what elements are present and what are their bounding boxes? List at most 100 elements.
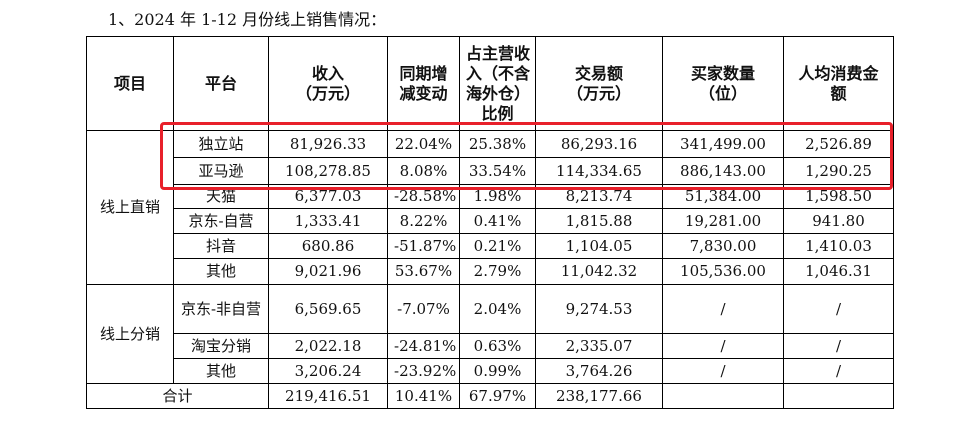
- platform-cell: 独立站: [173, 130, 269, 158]
- value-cell: /: [783, 284, 894, 334]
- value-cell: 2,335.07: [535, 333, 663, 359]
- header-line: 交易额: [574, 63, 623, 83]
- value-cell: 886,143.00: [662, 157, 784, 185]
- header-line: （万元）: [566, 83, 631, 103]
- value-cell: /: [783, 358, 894, 384]
- platform-cell: 京东-非自营: [173, 284, 269, 334]
- platform-cell: 其他: [173, 358, 269, 384]
- value-cell: 2,022.18: [268, 333, 388, 359]
- value-cell: 0.21%: [459, 233, 536, 259]
- data-row: 线上分销 京东-非自营 6,569.65 -7.07% 2.04% 9,274.53//: [86, 284, 894, 384]
- header-cell: 收入 （万元）: [268, 36, 388, 131]
- header-line: 人均消费金: [798, 63, 879, 83]
- value-cell: 108,278.85: [268, 157, 388, 185]
- value-cell: /: [662, 358, 784, 384]
- value-cell: 22.04%: [387, 130, 460, 158]
- sales-table: 项目 平台 收入 （万元） 同期增 减变动 占主营收 入（不含 海外仓） 比例 交易额 （万元） 买家数…: [86, 36, 894, 409]
- header-cell: 占主营收 入（不含 海外仓） 比例: [459, 36, 536, 131]
- header-line: 收入: [311, 63, 344, 83]
- data-row: 线上直销 独立站 81,926.33 22.04% 25.38% 86,293.16 341…: [86, 130, 894, 285]
- header-line: 买家数量: [690, 63, 755, 83]
- value-cell: 1,815.88: [535, 208, 663, 234]
- group-cell: 线上直销: [86, 130, 174, 285]
- value-cell: 680.86: [268, 233, 388, 259]
- header-line: 额: [830, 83, 847, 103]
- value-cell: 1,290.25: [783, 157, 894, 185]
- header-line: 入（不含: [466, 63, 531, 83]
- header-cell: 买家数量 （位）: [662, 36, 784, 131]
- value-cell: 2,526.89: [783, 130, 894, 158]
- platform-cell: 京东-自营: [173, 208, 269, 234]
- data-row: 其他 3,206.24 -23.92% 0.99% 3,764.26//: [87, 358, 894, 384]
- value-cell: 2.04%: [459, 284, 536, 334]
- value-cell: 1,104.05: [535, 233, 663, 259]
- value-cell: 6,569.65: [268, 284, 388, 334]
- value-cell: 1,046.31: [783, 258, 894, 285]
- value-cell: -7.07%: [387, 284, 460, 334]
- platform-cell: 天猫: [173, 184, 269, 209]
- value-cell: -23.92%: [387, 358, 460, 384]
- value-cell: 53.67%: [387, 258, 460, 285]
- header-line: 项目: [113, 73, 146, 93]
- data-row: 淘宝分销 2,022.18 -24.81% 0.63% 2,335.07//: [87, 333, 894, 359]
- platform-cell: 抖音: [173, 233, 269, 259]
- platform-cell: 其他: [173, 258, 269, 285]
- total-row: 合计 219,416.51 10.41% 67.97% 238,177.66: [86, 383, 894, 409]
- caption: 1、2024 年 1-12 月份线上销售情况：: [108, 10, 387, 29]
- header-line: （位）: [698, 83, 747, 103]
- header-cell: 人均消费金额: [783, 36, 894, 131]
- header-cell: 交易额 （万元）: [535, 36, 663, 131]
- value-cell: 11,042.32: [535, 258, 663, 285]
- header-line: 同期增: [399, 63, 448, 83]
- header-line: 海外仓）: [466, 83, 531, 103]
- value-cell: /: [662, 333, 784, 359]
- value-cell: 8.22%: [387, 208, 460, 234]
- value-cell: 219,416.51: [268, 383, 388, 409]
- value-cell: 3,764.26: [535, 358, 663, 384]
- header-cell: 平台: [173, 36, 269, 131]
- value-cell: -24.81%: [387, 333, 460, 359]
- data-row: 抖音 680.86 -51.87% 0.21% 1,104.05 7,830.00 1,41…: [87, 233, 894, 259]
- value-cell: 8.08%: [387, 157, 460, 185]
- value-cell: 238,177.66: [535, 383, 663, 409]
- header-line: 占主营收: [466, 43, 531, 63]
- value-cell: 7,830.00: [662, 233, 784, 259]
- value-cell: 114,334.65: [535, 157, 663, 185]
- data-row: 天猫 6,377.03 -28.58% 1.98% 8,213.74 51,384.00 1…: [87, 184, 894, 209]
- value-cell: 0.99%: [459, 358, 536, 384]
- value-cell: -28.58%: [387, 184, 460, 209]
- data-row: 其他 9,021.96 53.67% 2.79% 11,042.32 105,536.00…: [87, 258, 894, 285]
- empty-cell: [783, 383, 894, 409]
- value-cell: 67.97%: [459, 383, 536, 409]
- value-cell: 0.63%: [459, 333, 536, 359]
- value-cell: 6,377.03: [268, 184, 388, 209]
- empty-cell: [662, 383, 784, 409]
- value-cell: 941.80: [783, 208, 894, 234]
- value-cell: 1,410.03: [783, 233, 894, 259]
- value-cell: 1,598.50: [783, 184, 894, 209]
- header-cell: 同期增 减变动: [387, 36, 460, 131]
- header-row: 项目 平台 收入 （万元） 同期增 减变动 占主营收 入（不含 海外仓） 比例 交易额 （万元） 买家数…: [86, 36, 894, 131]
- header-line: 减变动: [399, 83, 448, 103]
- data-row: 亚马逊 108,278.85 8.08% 33.54% 114,334.65 886,14…: [87, 157, 894, 185]
- data-row: 京东-自营 1,333.41 8.22% 0.41% 1,815.88 19,281.00…: [87, 208, 894, 234]
- header-line: 比例: [481, 103, 514, 123]
- total-label: 合计: [86, 383, 269, 409]
- value-cell: 105,536.00: [662, 258, 784, 285]
- value-cell: 8,213.74: [535, 184, 663, 209]
- value-cell: 1,333.41: [268, 208, 388, 234]
- value-cell: 2.79%: [459, 258, 536, 285]
- value-cell: -51.87%: [387, 233, 460, 259]
- value-cell: 9,021.96: [268, 258, 388, 285]
- value-cell: 1.98%: [459, 184, 536, 209]
- value-cell: 81,926.33: [268, 130, 388, 158]
- group-cell: 线上分销: [86, 284, 174, 384]
- header-line: （万元）: [295, 83, 360, 103]
- value-cell: 86,293.16: [535, 130, 663, 158]
- value-cell: 3,206.24: [268, 358, 388, 384]
- value-cell: /: [662, 284, 784, 334]
- value-cell: 19,281.00: [662, 208, 784, 234]
- value-cell: 0.41%: [459, 208, 536, 234]
- value-cell: /: [783, 333, 894, 359]
